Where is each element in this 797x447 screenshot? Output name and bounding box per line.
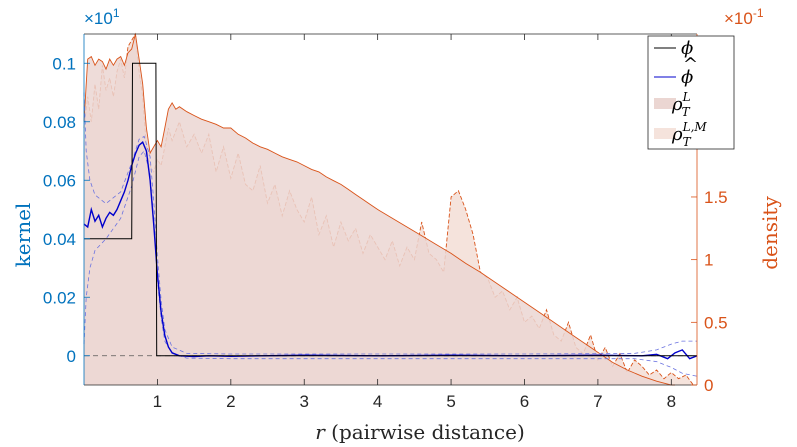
legend-phi-base: ϕ [681, 38, 693, 59]
y-right-label: density [758, 196, 782, 270]
legend-rho-lm-base: ρ [671, 124, 683, 145]
x-axis-label-rest: (pairwise distance) [325, 420, 525, 444]
phi-line [84, 62, 697, 357]
y-left-tick-label: 0.04 [43, 230, 76, 249]
y-right-tick-label: 1.5 [704, 188, 728, 207]
legend-rho-l-sup: L [682, 90, 691, 104]
right-exponent-power: -1 [753, 6, 764, 20]
x-tick-label: 6 [520, 392, 529, 411]
legend-rho-lm-sup: L,M [682, 120, 708, 134]
legend-label-rho-l: ρL T [671, 90, 691, 119]
legend-label-phi: ϕ [681, 38, 693, 59]
legend-phi-hat-base: ϕ [681, 67, 693, 88]
x-tick-label: 5 [446, 392, 455, 411]
left-exponent: ×101 [84, 6, 120, 28]
x-axis-label: r (pairwise distance) [315, 420, 525, 444]
rho-l-line [83, 33, 675, 386]
x-tick-label: 2 [226, 392, 235, 411]
rho-l-series [83, 33, 675, 386]
y-right-tick-label: 0 [704, 376, 713, 395]
legend-rho-lm-sub: T [683, 135, 692, 149]
legend-label-rho-lm: ρL,M T [671, 120, 707, 149]
left-exponent-power: 1 [113, 6, 120, 20]
y-right-tick-label: 1 [704, 251, 713, 270]
y-left-tick-label: 0.06 [43, 171, 76, 190]
y-left-tick-label: 0.08 [43, 113, 76, 132]
phi-hat-lower-band [83, 150, 698, 377]
legend-rho-l-sub: T [682, 105, 691, 119]
y-right-tick-label: 0.5 [704, 313, 728, 332]
y-left-label: kernel [11, 203, 35, 268]
right-exponent: ×10-1 [724, 6, 764, 28]
legend-rho-l-base: ρ [671, 94, 683, 115]
x-tick-label: 7 [593, 392, 602, 411]
rho-l-area [84, 34, 675, 385]
legend-phi-hat-accent: ^ [683, 54, 698, 75]
x-tick-label: 8 [667, 392, 676, 411]
legend-swatch-rho-l [654, 98, 676, 109]
y-left-tick-label: 0 [67, 347, 76, 366]
left-exponent-base: ×10 [84, 9, 113, 28]
x-tick-label: 4 [373, 392, 382, 411]
x-tick-label: 3 [300, 392, 309, 411]
legend-swatch-rho-lm [654, 128, 676, 139]
phi-hat-upper-band [83, 92, 697, 355]
x-tick-label: 1 [153, 392, 162, 411]
x-axis-label-var: r [315, 420, 326, 444]
y-left-tick-label: 0.1 [52, 54, 76, 73]
legend: ϕ ϕ ^ ρL T ρL,M T [647, 35, 735, 150]
right-exponent-base: ×10 [724, 9, 753, 28]
legend-label-phi-hat: ϕ [681, 67, 693, 88]
phi-series [84, 62, 697, 357]
y-left-tick-label: 0.02 [43, 288, 76, 307]
